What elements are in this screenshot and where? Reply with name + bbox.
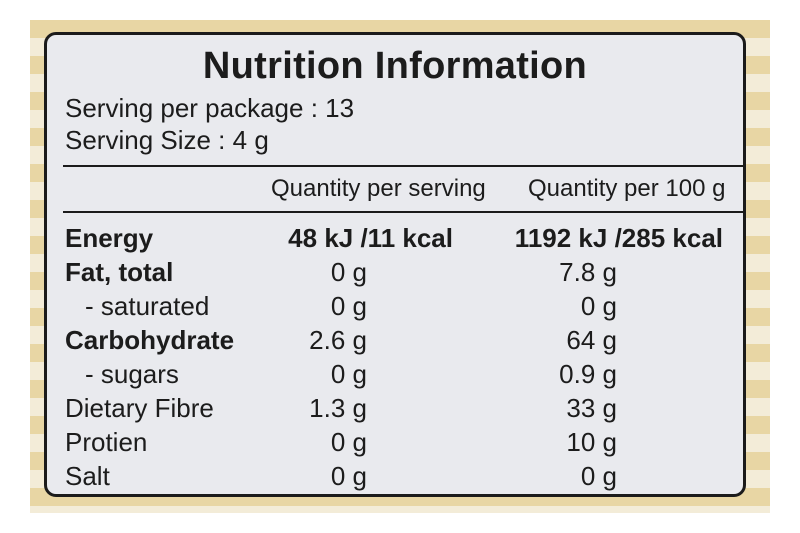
table-row-protein: Protien 0 g 10 g	[47, 425, 743, 459]
table-row-saturated: - saturated 0 g 0 g	[47, 289, 743, 323]
row-label: Salt	[65, 461, 110, 491]
per-serving-value: 0 g	[330, 291, 367, 321]
column-header-per-100g: Quantity per 100 g	[528, 175, 726, 202]
per-100g-value: 0 g	[580, 461, 617, 491]
serving-per-package: Serving per package : 13	[65, 93, 355, 123]
header-divider-top	[63, 165, 743, 167]
per-serving-value: 0 g	[330, 257, 367, 287]
table-row-energy: Energy 48 kJ /11 kcal 1192 kJ /285 kcal	[47, 221, 743, 255]
per-serving-value: 0 g	[330, 359, 367, 389]
table-row-carbohydrate: Carbohydrate 2.6 g 64 g	[47, 323, 743, 357]
per-100g-value: 7.8 g	[559, 257, 617, 287]
panel-title: Nutrition Information	[202, 45, 588, 87]
serving-size: Serving Size : 4 g	[65, 125, 269, 155]
per-serving-value: 0 g	[330, 427, 367, 457]
nutrition-panel: Nutrition Information Serving per packag…	[44, 32, 746, 497]
per-100g-value: 0.9 g	[559, 359, 617, 389]
per-100g-value: 33 g	[566, 393, 617, 423]
per-serving-value: 0 g	[330, 461, 367, 491]
row-label: Protien	[65, 427, 148, 457]
row-label: Fat, total	[65, 257, 174, 287]
table-row-fat: Fat, total 0 g 7.8 g	[47, 255, 743, 289]
row-label: Energy	[65, 223, 154, 253]
column-header-per-serving: Quantity per serving	[271, 175, 486, 202]
per-serving-value: 48 kJ /11 kcal	[288, 223, 453, 253]
header-divider-bottom	[63, 211, 743, 213]
table-row-sugars: - sugars 0 g 0.9 g	[47, 357, 743, 391]
per-serving-value: 2.6 g	[309, 325, 367, 355]
row-label: Carbohydrate	[65, 325, 235, 355]
row-label: Dietary Fibre	[65, 393, 214, 423]
row-label: - sugars	[85, 359, 179, 389]
per-100g-value: 64 g	[566, 325, 617, 355]
per-100g-value: 10 g	[566, 427, 617, 457]
table-row-salt: Salt 0 g 0 g	[47, 459, 743, 493]
row-label: - saturated	[85, 291, 210, 321]
table-row-dietary-fibre: Dietary Fibre 1.3 g 33 g	[47, 391, 743, 425]
per-100g-value: 1192 kJ /285 kcal	[514, 223, 723, 253]
per-100g-value: 0 g	[580, 291, 617, 321]
per-serving-value: 1.3 g	[309, 393, 367, 423]
